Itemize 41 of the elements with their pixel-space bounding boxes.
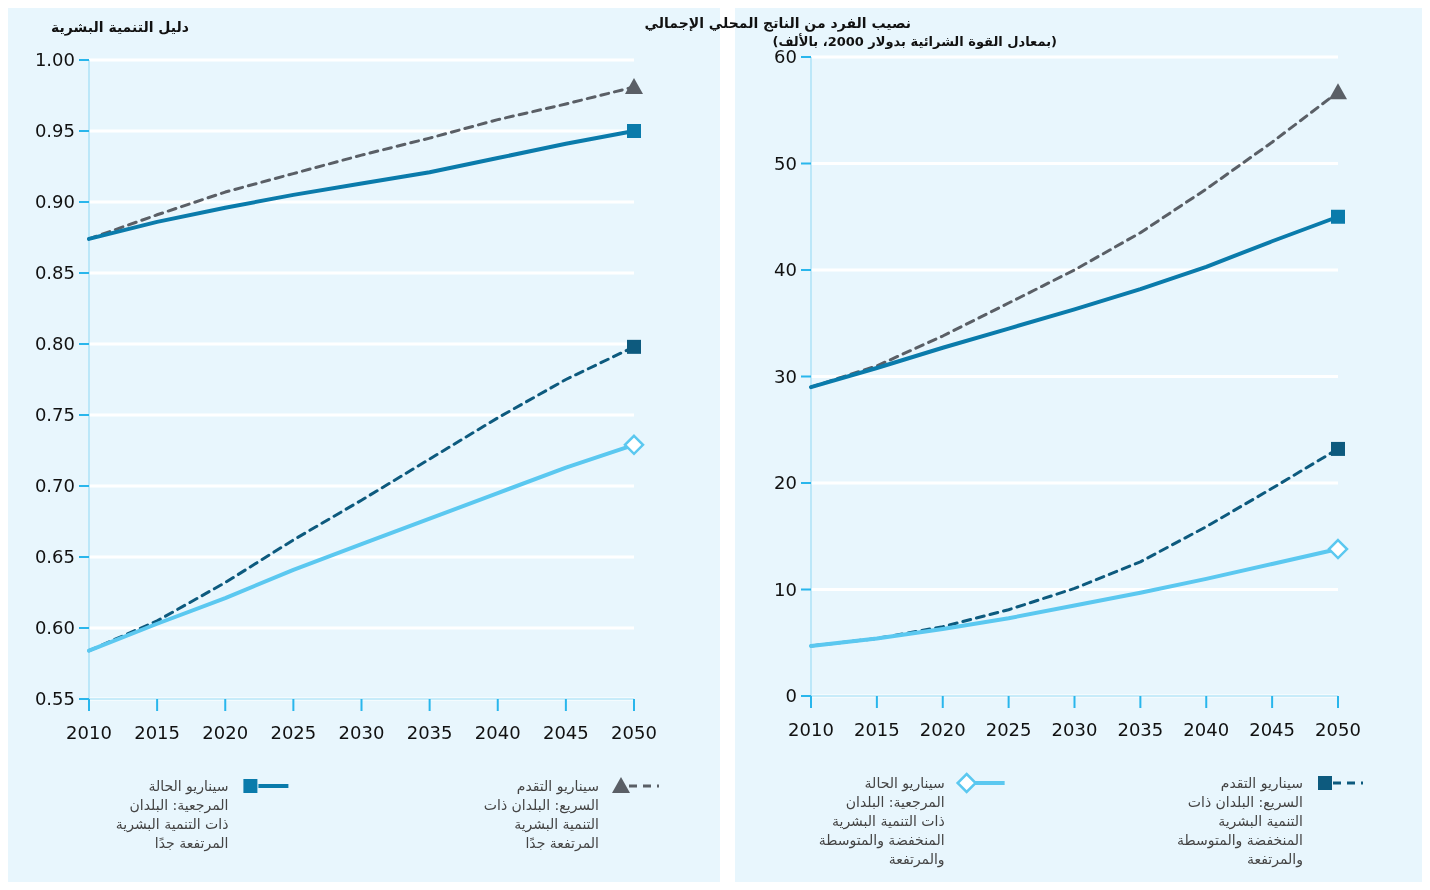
x-tick-label: 2030 [1051,719,1098,740]
x-tick-label: 2040 [474,722,521,743]
x-tick-label: 2050 [611,722,657,743]
x-tick-label: 2020 [202,722,249,743]
y-tick-label: 0.55 [34,688,75,710]
x-tick-label: 2035 [406,722,453,743]
legend-label: سيناريو التقدم السريع: البلدان ذات التنمية البشرية المنخفضة والمتوسطة والمرتفعة [1177,775,1303,868]
x-tick-label: 2010 [788,719,834,740]
x-tick-label: 2025 [985,719,1032,740]
y-tick-label: 0.90 [34,191,75,213]
legend-label: سيناريو الحالة المرجعية: البلدان ذات التنمية البشرية المرتفعة جدًا [115,778,229,852]
x-tick-label: 2020 [919,719,966,740]
legend-label: سيناريو التقدم السريع: البلدان ذات التنمية البشرية المرتفعة جدًا [483,778,599,852]
x-tick-label: 2025 [270,722,317,743]
x-tick-label: 2015 [134,722,181,743]
y-tick-label: 0.95 [34,120,75,142]
x-tick-label: 2010 [66,722,112,743]
y-tick-label: 1.00 [34,49,75,71]
y-tick-label: 30 [774,365,797,387]
x-tick-label: 2045 [542,722,589,743]
y-tick-label: 50 [774,152,797,174]
y-tick-label: 0.80 [34,333,75,355]
x-tick-label: 2045 [1249,719,1296,740]
x-tick-label: 2015 [853,719,900,740]
x-tick-label: 2040 [1183,719,1230,740]
y-tick-label: 40 [774,259,797,281]
x-tick-label: 2030 [338,722,385,743]
y-tick-label: 0.75 [34,404,75,426]
y-tick-label: 0.85 [34,262,75,284]
x-tick-label: 2035 [1117,719,1164,740]
y-tick-label: 0 [785,685,797,707]
chart-subtitle: (بمعادل القوة الشرائية بدولار 2000، بالألف) [772,33,1057,49]
y-tick-label: 10 [774,578,797,600]
x-tick-label: 2050 [1315,719,1361,740]
chart-title: دليل التنمية البشرية [51,19,189,36]
y-tick-label: 0.60 [34,617,75,639]
y-tick-label: 0.65 [34,546,75,568]
y-tick-label: 20 [774,472,797,494]
legend-label: سيناريو الحالة المرجعية: البلدان ذات التنمية البشرية المنخفضة والمتوسطة والمرتفعة [818,775,945,868]
chart-title: نصيب الفرد من الناتج المحلي الإجمالي [644,15,911,32]
y-tick-label: 0.70 [34,475,75,497]
